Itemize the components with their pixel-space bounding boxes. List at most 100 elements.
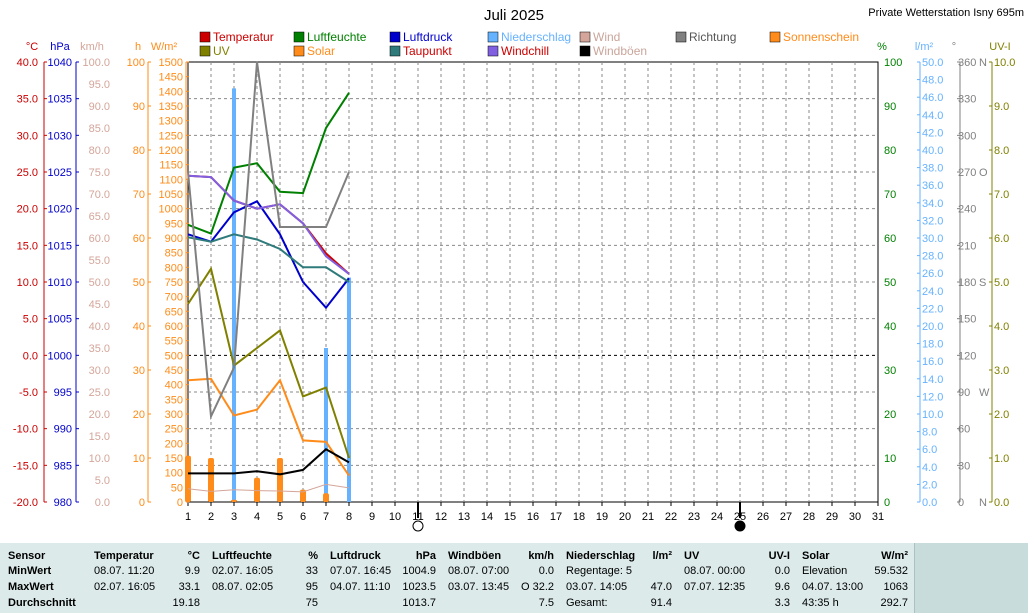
axis-solar-tick-label: 150 <box>165 453 183 465</box>
axis-wind-tick-label: 25.0 <box>89 387 110 399</box>
x-tick-label: 10 <box>389 511 401 523</box>
axis-wind-tick-label: 50.0 <box>89 277 110 289</box>
axis-sunh-tick-label: 40 <box>133 321 145 333</box>
summary-header: Niederschlag <box>566 550 636 562</box>
summary-min-time: Regentage: 5 <box>566 565 633 577</box>
series-line-windboeen <box>188 447 350 476</box>
axis-hum-tick-label: 80 <box>884 145 896 157</box>
axis-rain-tick-label: 4.0 <box>922 462 937 474</box>
series-line-luftdruck <box>187 200 350 310</box>
unit-label-uv: UV-I <box>989 41 1010 53</box>
axis-dir-tick-label: 150 <box>958 314 976 326</box>
summary-max-value: 1063 <box>883 581 908 593</box>
axis-wind-tick-label: 10.0 <box>89 453 110 465</box>
axis-rain-tick-label: 44.0 <box>922 110 943 122</box>
axis-press-tick-label: 1015 <box>48 240 72 252</box>
axis-press-tick-label: 1040 <box>48 57 72 69</box>
axis-solar-tick-label: 1450 <box>159 72 183 84</box>
x-tick-label: 14 <box>481 511 493 523</box>
axis-solar-tick-label: 550 <box>165 336 183 348</box>
axis-press-tick-label: 1005 <box>48 314 72 326</box>
axis-wind-tick-label: 45.0 <box>89 299 110 311</box>
summary-max-time: 07.07. 12:35 <box>684 581 746 593</box>
axis-uv-tick-label: 9.0 <box>994 101 1009 113</box>
summary-unit: W/m² <box>881 550 908 562</box>
x-tick-label: 29 <box>826 511 838 523</box>
legend-label-luftfeuchte: Luftfeuchte <box>307 30 367 44</box>
row-labels-block: Sensor MinWert MaxWert Durchschnitt <box>0 543 89 613</box>
legend-label-richtung: Richtung <box>689 30 736 44</box>
axis-temp-tick-label: -5.0 <box>19 387 38 399</box>
legend-label-windboeen: Windböen <box>593 44 647 58</box>
unit-label-hum: % <box>877 41 887 53</box>
sunshine-bar <box>254 477 260 502</box>
axis-rain-tick-label: 16.0 <box>922 356 943 368</box>
summary-min-value: 59.532 <box>874 565 908 577</box>
axis-sunh-tick-label: 80 <box>133 145 145 157</box>
axis-rain-tick-label: 6.0 <box>922 444 937 456</box>
row-label-sensor: Sensor <box>8 550 46 562</box>
axis-press-tick-label: 1025 <box>48 167 72 179</box>
summary-min-value: 1004.9 <box>402 565 436 577</box>
x-tick-label: 16 <box>527 511 539 523</box>
axis-rain-tick-label: 34.0 <box>922 198 943 210</box>
axis-sunh-tick-label: 70 <box>133 189 145 201</box>
sunshine-bar <box>277 458 283 502</box>
legend-label-solar: Solar <box>307 44 335 58</box>
summary-min-value: 0.0 <box>538 565 554 577</box>
axis-solar-tick-label: 450 <box>165 365 183 377</box>
legend-swatch-sonnenschein <box>769 31 781 43</box>
axis-rain-tick-label: 2.0 <box>922 479 937 491</box>
axis-temp-tick-label: 30.0 <box>17 130 38 142</box>
axis-solar-tick-label: 800 <box>165 262 183 274</box>
axis-dir-compass-label: N <box>979 57 987 69</box>
axis-sunh-tick-label: 60 <box>133 233 145 245</box>
axis-dir-tick-label: 270 <box>958 167 976 179</box>
axis-temp-tick-label: 15.0 <box>17 240 38 252</box>
sunshine-bar <box>231 499 237 502</box>
unit-label-press: hPa <box>50 41 70 53</box>
axis-hum-tick-label: 60 <box>884 233 896 245</box>
axis-rain-tick-label: 18.0 <box>922 339 943 351</box>
x-tick-label: 20 <box>619 511 631 523</box>
axis-solar-tick-label: 600 <box>165 321 183 333</box>
summary-max-value: 33.1 <box>178 581 200 593</box>
unit-label-dir: ° <box>952 41 956 53</box>
axis-rain-tick-label: 40.0 <box>922 145 943 157</box>
station-name: Private Wetterstation Isny 695m <box>868 7 1024 19</box>
summary-min-time: 02.07. 16:05 <box>212 565 274 577</box>
summary-column-3: Windböen km/h 08.07. 07:00 0.0 03.07. 13:45 O… <box>442 543 561 613</box>
row-label-avg: Durchschnitt <box>8 597 76 609</box>
summary-table: Sensor MinWert MaxWert Durchschnitt Temp… <box>0 543 1028 613</box>
axis-press-tick-label: 990 <box>54 424 72 436</box>
axis-wind-tick-label: 65.0 <box>89 211 110 223</box>
axis-rain-tick-label: 32.0 <box>922 215 943 227</box>
axis-press-tick-label: 1035 <box>48 94 72 106</box>
series-line-windchill <box>187 174 350 275</box>
axis-rain-tick-label: 42.0 <box>922 127 943 139</box>
legend-swatch-wind <box>579 31 591 43</box>
series-line-richtung <box>187 61 350 421</box>
axis-rain-tick-label: 20.0 <box>922 321 943 333</box>
legend-swatch-niederschlag <box>487 31 499 43</box>
unit-label-wind: km/h <box>80 41 104 53</box>
axis-rain-tick-label: 12.0 <box>922 391 943 403</box>
x-tick-label: 19 <box>596 511 608 523</box>
summary-max-time: 04.07. 11:10 <box>330 581 391 593</box>
summary-unit: km/h <box>528 550 554 562</box>
x-tick-label: 27 <box>780 511 792 523</box>
x-tick-label: 17 <box>550 511 562 523</box>
legend-swatch-uv <box>199 45 211 57</box>
axis-wind-tick-label: 70.0 <box>89 189 110 201</box>
axis-rain-tick-label: 8.0 <box>922 427 937 439</box>
axis-sunh-tick-label: 90 <box>133 101 145 113</box>
legend-swatch-luftdruck <box>389 31 401 43</box>
axis-solar-tick-label: 1000 <box>159 204 183 216</box>
x-tick-label: 22 <box>665 511 677 523</box>
axis-uv-tick-label: 5.0 <box>994 277 1009 289</box>
axis-rain-tick-label: 14.0 <box>922 374 943 386</box>
summary-min-time: 07.07. 16:45 <box>330 565 392 577</box>
axis-wind-tick-label: 0.0 <box>95 497 110 509</box>
unit-label-temp: °C <box>26 41 38 53</box>
axis-hum-tick-label: 50 <box>884 277 896 289</box>
